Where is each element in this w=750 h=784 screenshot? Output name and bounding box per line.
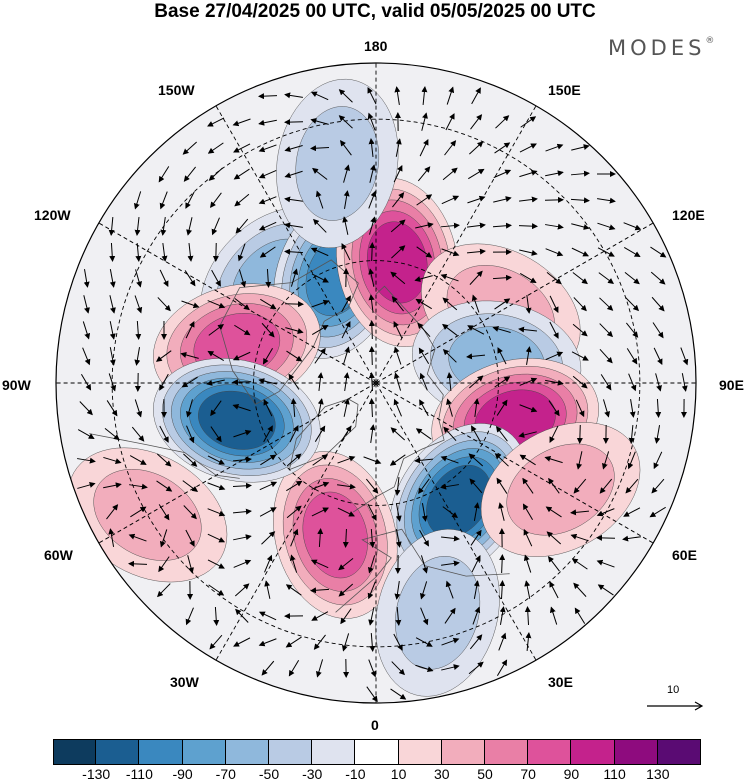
colorbar-tick-label: -70 bbox=[216, 766, 236, 782]
colorbar-swatch bbox=[658, 739, 701, 765]
lon-label-120e: 120E bbox=[672, 207, 705, 223]
colorbar-tick-label: 130 bbox=[646, 766, 669, 782]
colorbar-swatch bbox=[528, 739, 571, 765]
wind-vector bbox=[597, 538, 615, 539]
colorbar-tick-label: -110 bbox=[126, 766, 153, 782]
lon-label-30e: 30E bbox=[548, 674, 573, 690]
colorbar-swatch bbox=[442, 739, 485, 765]
lon-label-150e: 150E bbox=[548, 82, 581, 98]
colorbar-tick-label: -130 bbox=[82, 766, 110, 782]
colorbar-tick-label: -30 bbox=[302, 766, 322, 782]
colorbar-tick-label: 30 bbox=[434, 766, 450, 782]
lon-label-150w: 150W bbox=[158, 82, 195, 98]
colorbar-swatch bbox=[615, 739, 658, 765]
colorbar-swatch bbox=[312, 739, 355, 765]
colorbar-tick-label: 70 bbox=[520, 766, 536, 782]
lon-label-30w: 30W bbox=[170, 674, 199, 690]
colorbar bbox=[53, 739, 701, 765]
lon-label-120w: 120W bbox=[34, 207, 71, 223]
lon-label-90e: 90E bbox=[719, 377, 744, 393]
wind-vector bbox=[372, 321, 373, 339]
colorbar-swatch bbox=[226, 739, 269, 765]
colorbar-swatch bbox=[355, 739, 398, 765]
lon-label-60w: 60W bbox=[44, 547, 73, 563]
colorbar-swatch bbox=[269, 739, 312, 765]
colorbar-tick-label: -90 bbox=[172, 766, 192, 782]
colorbar-swatch bbox=[53, 739, 96, 765]
wind-vector bbox=[285, 122, 303, 123]
reference-vector-arrow bbox=[645, 684, 705, 714]
wind-vector bbox=[372, 243, 373, 261]
colorbar-labels: -130 -110 -90 -70 -50 -30 -10 10 30 50 70 90 110 130 bbox=[53, 766, 701, 784]
colorbar-tick-label: 110 bbox=[603, 766, 625, 782]
wind-vector bbox=[372, 347, 373, 365]
lon-label-90w: 90W bbox=[2, 377, 31, 393]
wind-vector bbox=[580, 425, 581, 443]
lon-label-180: 180 bbox=[364, 38, 387, 54]
colorbar-swatch bbox=[399, 739, 442, 765]
lon-label-60e: 60E bbox=[672, 547, 697, 563]
colorbar-swatch bbox=[96, 739, 139, 765]
colorbar-tick-label: -10 bbox=[345, 766, 365, 782]
colorbar-tick-label: -50 bbox=[259, 766, 279, 782]
colorbar-swatch bbox=[139, 739, 182, 765]
colorbar-tick-label: 50 bbox=[477, 766, 493, 782]
colorbar-tick-label: 10 bbox=[391, 766, 407, 782]
colorbar-tick-label: 90 bbox=[564, 766, 580, 782]
lon-label-0: 0 bbox=[371, 717, 379, 733]
colorbar-swatch bbox=[485, 739, 528, 765]
colorbar-swatch bbox=[183, 739, 226, 765]
colorbar-swatch bbox=[571, 739, 614, 765]
